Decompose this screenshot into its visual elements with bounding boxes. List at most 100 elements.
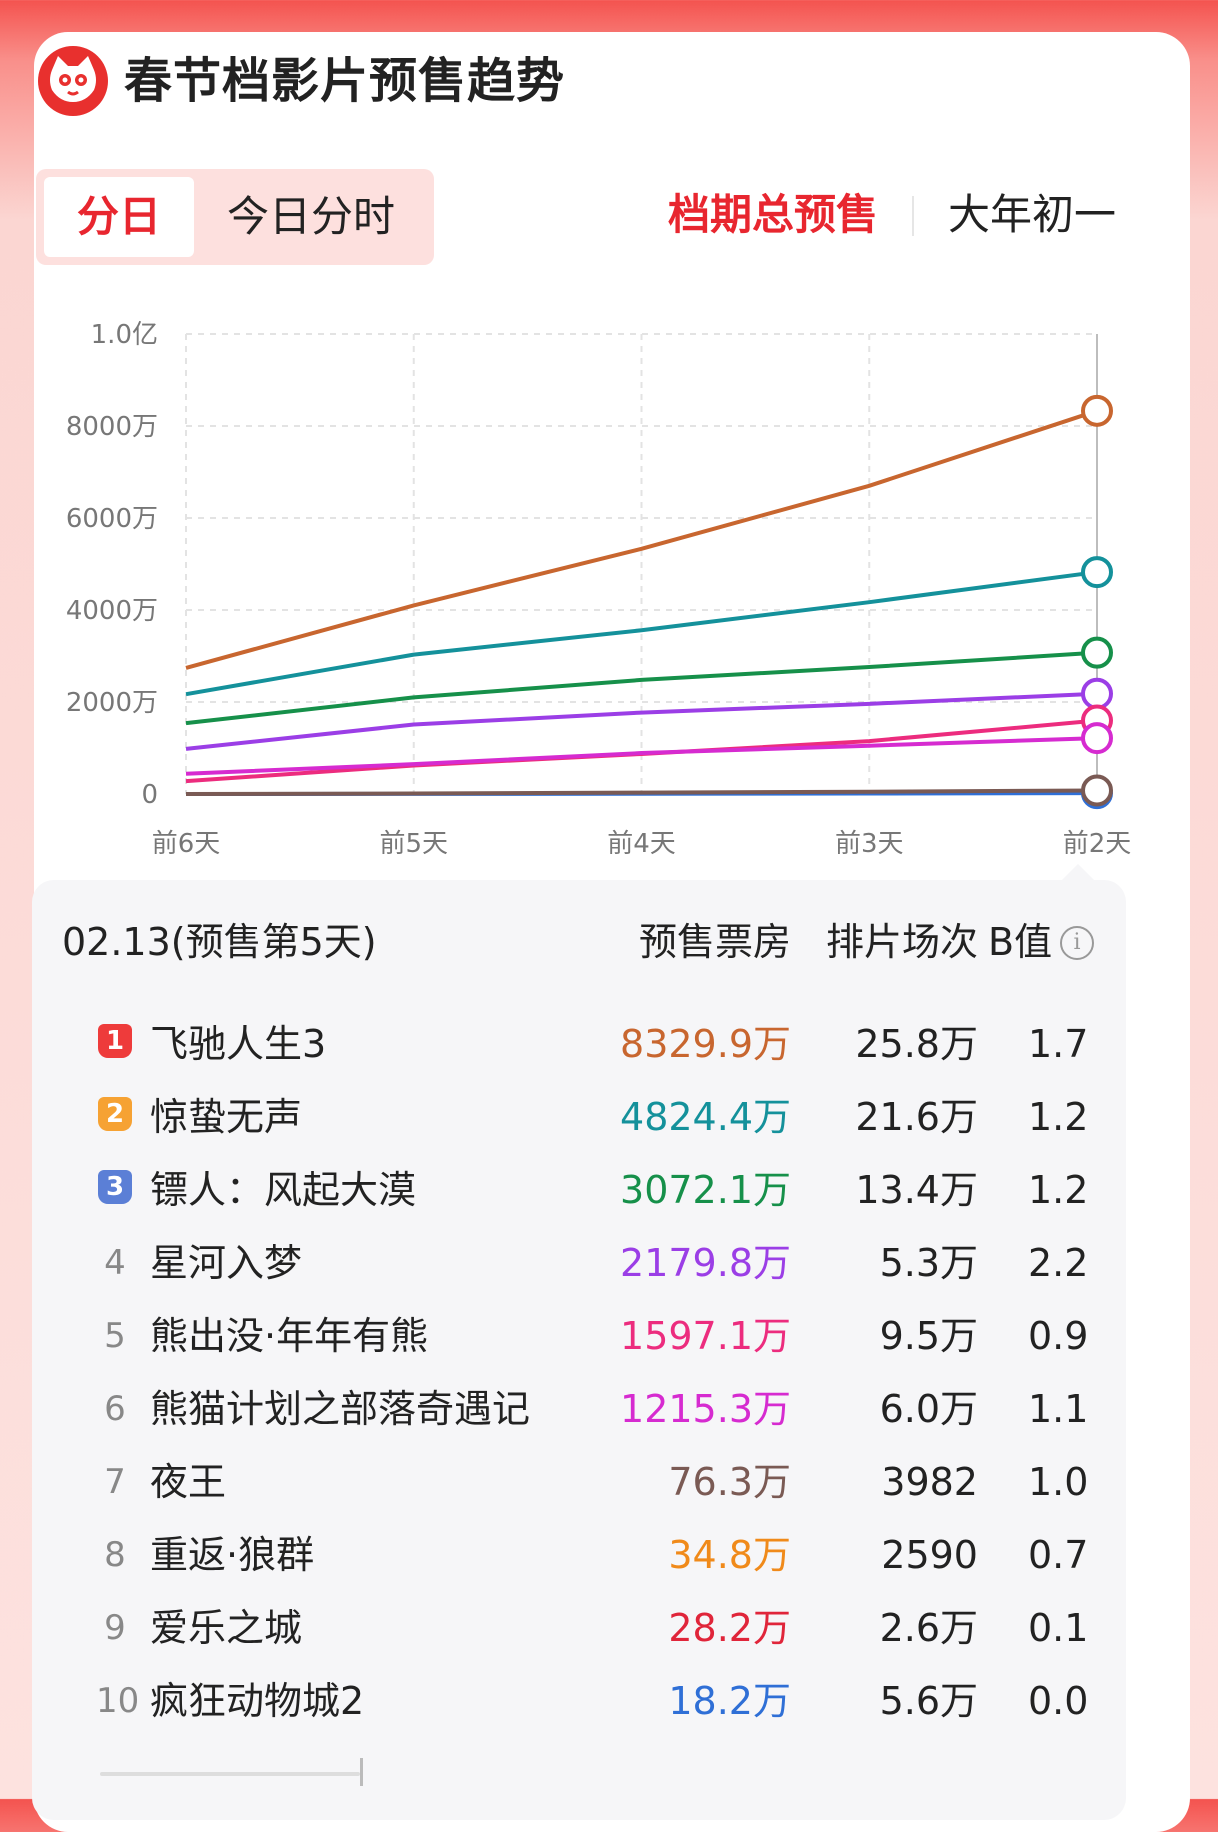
b-value: 0.7	[1028, 1533, 1089, 1577]
y-tick-label: 6000万	[66, 504, 158, 534]
series-end-point	[1081, 394, 1113, 427]
ranking-panel	[32, 880, 1126, 1820]
movie-name: 惊蛰无声	[150, 1095, 303, 1139]
presale-box-value: 2179.8万	[620, 1241, 791, 1285]
x-tick-label: 前6天	[152, 829, 221, 859]
x-tick-label: 前4天	[607, 829, 676, 859]
b-value: 0.1	[1028, 1606, 1089, 1650]
tab-daily[interactable]: 分日	[44, 177, 194, 257]
table-row[interactable]: 2 惊蛰无声 4824.4万 21.6万 1.2	[0, 1081, 1218, 1153]
presale-box-value: 1597.1万	[620, 1314, 791, 1358]
movie-name: 疯狂动物城2	[150, 1679, 365, 1723]
movie-name: 重返·狼群	[150, 1533, 315, 1577]
sessions-value: 2.6万	[879, 1606, 978, 1650]
table-row[interactable]: 1 飞驰人生3 8329.9万 25.8万 1.7	[0, 1008, 1218, 1080]
y-tick-label: 8000万	[66, 412, 158, 442]
movie-name: 爱乐之城	[150, 1606, 303, 1650]
sessions-value: 25.8万	[855, 1022, 978, 1066]
table-row[interactable]: 10 疯狂动物城2 18.2万 5.6万 0.0	[0, 1665, 1218, 1737]
movie-name: 镖人：风起大漠	[150, 1168, 417, 1212]
tab-today-hourly[interactable]: 今日分时	[226, 192, 395, 241]
x-tick-label: 前2天	[1063, 829, 1132, 859]
b-value: 0.0	[1028, 1679, 1089, 1723]
series-line	[185, 691, 1098, 751]
series-line	[185, 650, 1098, 726]
rank-badge: 1	[98, 1024, 132, 1058]
tab-total-presale[interactable]: 档期总预售	[668, 190, 879, 239]
view-mode-segmented-control: 分日 今日分时	[36, 169, 434, 265]
rank-number: 5	[104, 1316, 126, 1356]
rank-number: 4	[104, 1243, 126, 1283]
sessions-value: 2590	[881, 1533, 978, 1577]
info-icon[interactable]: i	[1060, 926, 1094, 960]
rank-number: 9	[104, 1608, 126, 1648]
sessions-value: 5.3万	[879, 1241, 978, 1285]
series-end-point	[1081, 677, 1113, 710]
x-tick-label: 前5天	[379, 829, 448, 859]
sessions-value: 3982	[881, 1460, 978, 1504]
b-value: 1.7	[1028, 1022, 1089, 1066]
presale-box-value: 28.2万	[668, 1606, 791, 1650]
table-row[interactable]: 7 夜王 76.3万 3982 1.0	[0, 1446, 1218, 1518]
y-tick-label: 1.0亿	[91, 320, 158, 350]
series-line	[185, 408, 1098, 670]
series-line	[185, 570, 1098, 697]
date-label: 02.13(预售第5天)	[62, 920, 377, 964]
presale-box-value: 18.2万	[668, 1679, 791, 1723]
presale-box-value: 76.3万	[668, 1460, 791, 1504]
rank-number: 10	[96, 1681, 140, 1721]
presale-box-value: 4824.4万	[620, 1095, 791, 1139]
table-row[interactable]: 3 镖人：风起大漠 3072.1万 13.4万 1.2	[0, 1154, 1218, 1226]
b-value: 1.2	[1028, 1095, 1089, 1139]
rank-number: 7	[104, 1462, 126, 1502]
scroll-knob	[360, 1758, 363, 1786]
y-tick-label: 4000万	[66, 596, 158, 626]
series-end-point	[1081, 722, 1113, 755]
b-value: 1.1	[1028, 1387, 1089, 1431]
series-line	[185, 718, 1098, 784]
column-header-b-value: B值	[988, 920, 1053, 964]
cat-eye-logo-icon	[38, 46, 108, 116]
rank-number: 6	[104, 1389, 126, 1429]
sessions-value: 5.6万	[879, 1679, 978, 1723]
table-row[interactable]: 6 熊猫计划之部落奇遇记 1215.3万 6.0万 1.1	[0, 1373, 1218, 1445]
movie-name: 熊出没·年年有熊	[150, 1314, 429, 1358]
b-value: 1.2	[1028, 1168, 1089, 1212]
table-row[interactable]: 4 星河入梦 2179.8万 5.3万 2.2	[0, 1227, 1218, 1299]
tab-new-year-day[interactable]: 大年初一	[948, 190, 1117, 239]
presale-box-value: 3072.1万	[620, 1168, 791, 1212]
column-header-sessions: 排片场次	[825, 920, 978, 964]
sessions-value: 13.4万	[855, 1168, 978, 1212]
movie-name: 飞驰人生3	[150, 1022, 327, 1066]
series-end-point	[1081, 556, 1113, 589]
b-value: 1.0	[1028, 1460, 1089, 1504]
presale-box-value: 34.8万	[668, 1533, 791, 1577]
column-header-presale-box: 预售票房	[638, 920, 791, 964]
movie-name: 熊猫计划之部落奇遇记	[150, 1387, 531, 1431]
series-end-point	[1081, 774, 1113, 807]
rank-number: 8	[104, 1535, 126, 1575]
rank-badge: 2	[98, 1097, 132, 1131]
y-tick-label: 2000万	[66, 688, 158, 718]
sessions-value: 21.6万	[855, 1095, 978, 1139]
page-title: 春节档影片预售趋势	[124, 53, 566, 109]
table-row[interactable]: 5 熊出没·年年有熊 1597.1万 9.5万 0.9	[0, 1300, 1218, 1372]
movie-name: 夜王	[150, 1460, 227, 1504]
tab-divider	[912, 196, 914, 236]
rank-badge: 3	[98, 1170, 132, 1204]
panel-pointer	[1060, 864, 1096, 882]
series-line	[185, 736, 1098, 776]
table-row[interactable]: 9 爱乐之城 28.2万 2.6万 0.1	[0, 1592, 1218, 1664]
table-row[interactable]: 8 重返·狼群 34.8万 2590 0.7	[0, 1519, 1218, 1591]
series-line	[185, 788, 1098, 796]
movie-name: 星河入梦	[150, 1241, 303, 1285]
presale-box-value: 8329.9万	[620, 1022, 791, 1066]
series-end-point	[1081, 636, 1113, 669]
presale-box-value: 1215.3万	[620, 1387, 791, 1431]
sessions-value: 9.5万	[879, 1314, 978, 1358]
b-value: 2.2	[1028, 1241, 1089, 1285]
sessions-value: 6.0万	[879, 1387, 978, 1431]
b-value: 0.9	[1028, 1314, 1089, 1358]
scroll-hint	[100, 1772, 360, 1776]
